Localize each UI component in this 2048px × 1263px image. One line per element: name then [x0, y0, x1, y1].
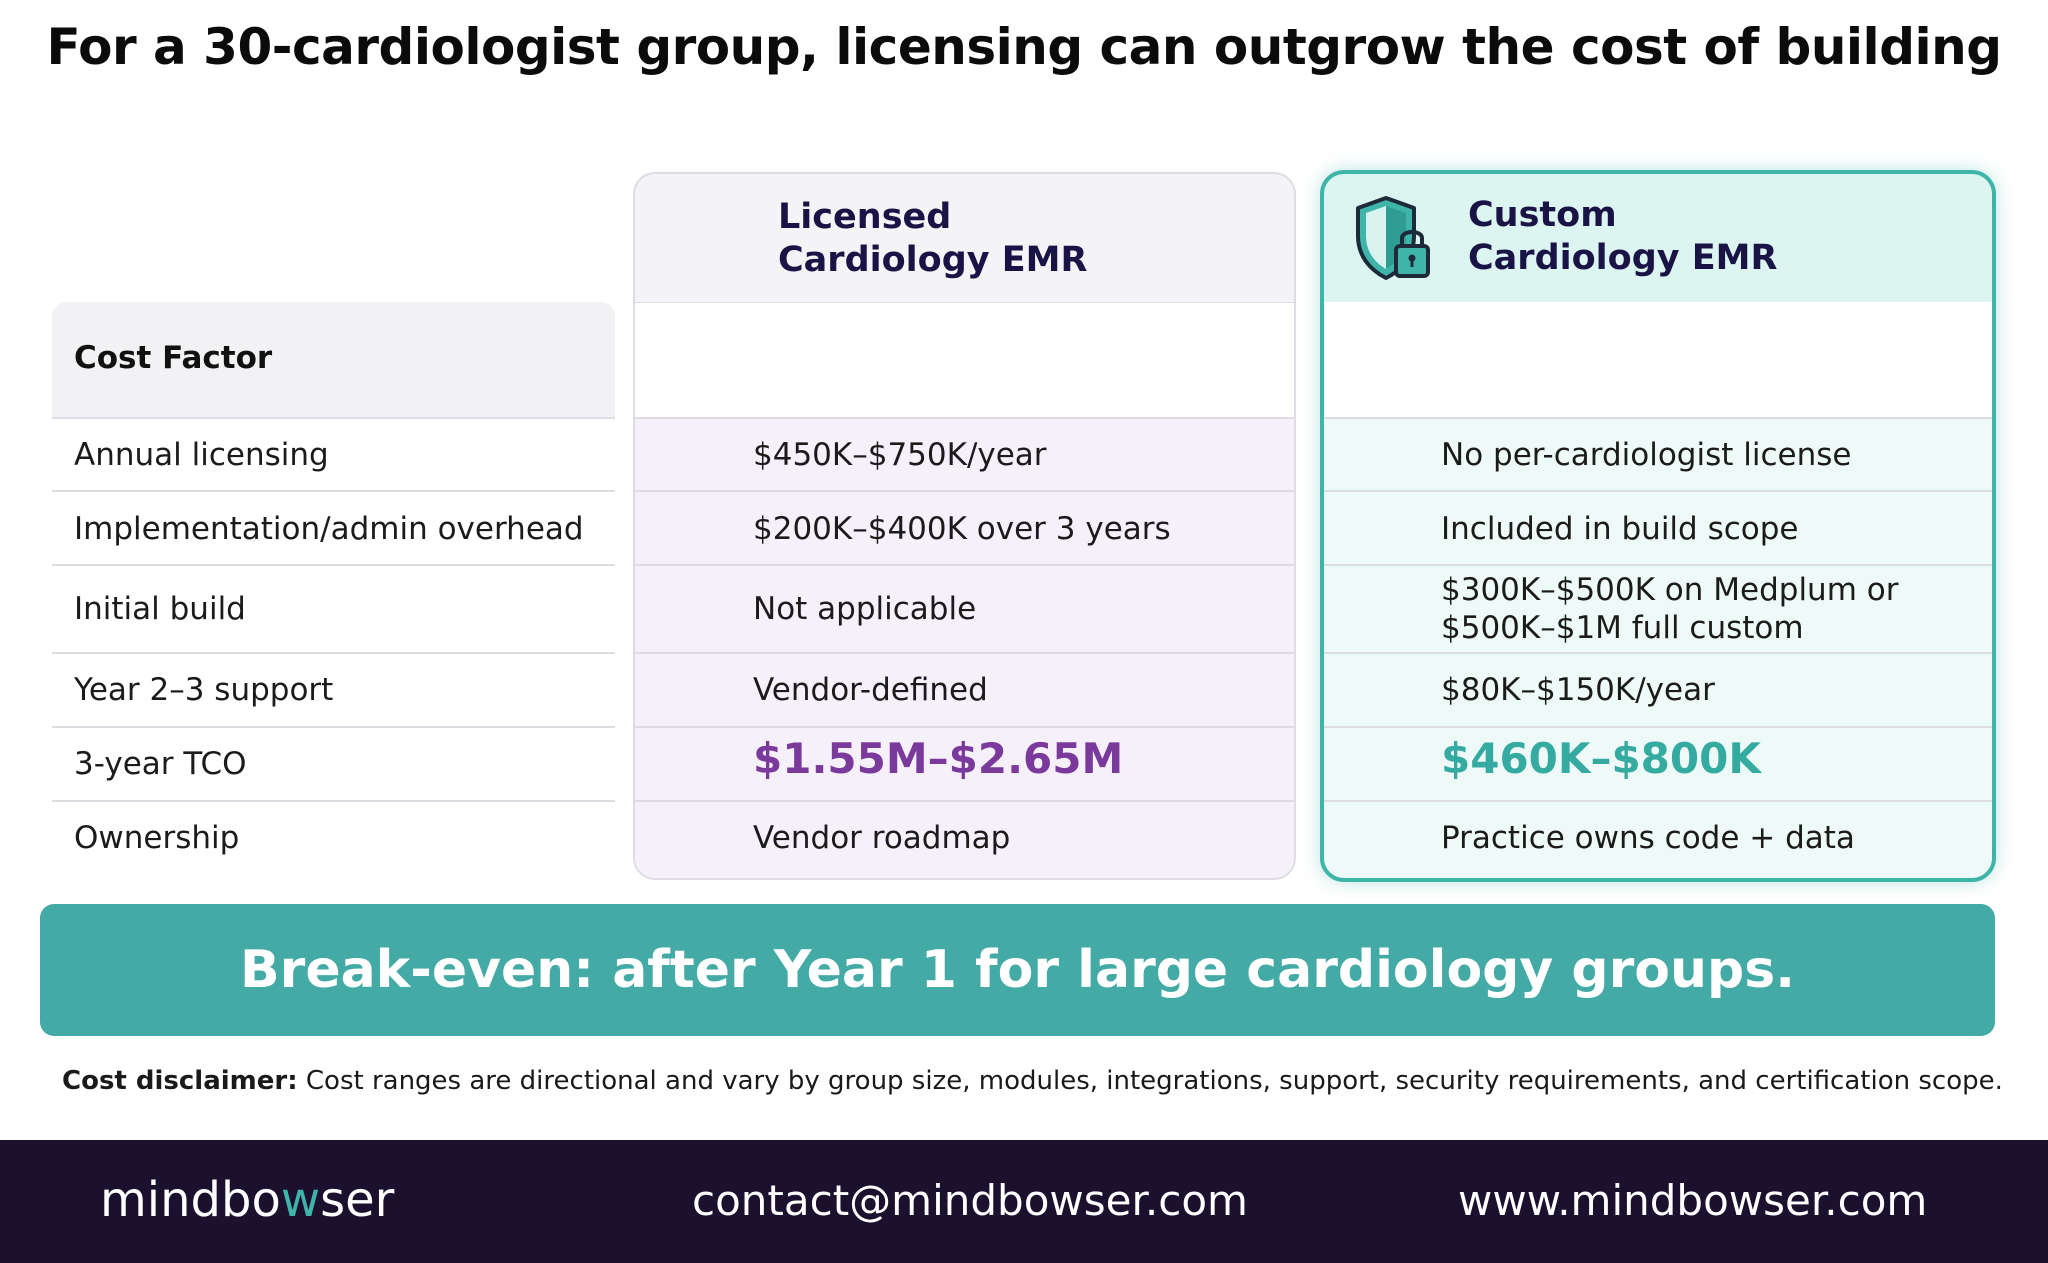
custom-ownership: Practice owns code + data: [1441, 820, 1855, 856]
row-divider: [1324, 490, 1992, 492]
row-divider: [52, 726, 615, 728]
row-divider: [1324, 800, 1992, 802]
custom-emr-header: Custom Cardiology EMR: [1322, 172, 1994, 302]
custom-initial-build-line1: $300K–$500K on Medplum or: [1441, 572, 1899, 608]
custom-header-line2: Cardiology EMR: [1468, 238, 1778, 278]
footer: mindbowser contact@mindbowser.com www.mi…: [0, 1140, 2048, 1263]
row-divider: [633, 726, 1296, 728]
cost-factor-label: Cost Factor: [74, 340, 273, 376]
contact-email-link[interactable]: contact@mindbowser.com: [692, 1176, 1248, 1225]
row-factor-annual-licensing: Annual licensing: [74, 437, 329, 473]
row-divider: [633, 417, 1296, 419]
licensed-annual-licensing: $450K–$750K/year: [753, 437, 1047, 473]
cost-disclaimer: Cost disclaimer: Cost ranges are directi…: [62, 1066, 2003, 1096]
row-divider: [1324, 564, 1992, 566]
break-even-banner: Break-even: after Year 1 for large cardi…: [40, 904, 1995, 1036]
row-divider: [52, 417, 615, 419]
custom-annual-licensing: No per-cardiologist license: [1441, 437, 1852, 473]
licensed-header-line1: Licensed: [778, 197, 952, 237]
shield-lock-icon: [1356, 196, 1430, 280]
mindbowser-logo: mindbowser: [100, 1172, 395, 1228]
row-divider: [52, 652, 615, 654]
row-factor-initial-build: Initial build: [74, 591, 246, 627]
custom-initial-build-line2: $500K–$1M full custom: [1441, 610, 1804, 646]
cost-factor-header: Cost Factor: [52, 302, 615, 418]
row-divider: [52, 800, 615, 802]
break-even-text: Break-even: after Year 1 for large cardi…: [240, 940, 1795, 1000]
licensed-emr-header: Licensed Cardiology EMR: [633, 172, 1296, 302]
licensed-ownership: Vendor roadmap: [753, 820, 1011, 856]
row-factor-tco: 3-year TCO: [74, 746, 247, 782]
row-divider: [1324, 417, 1992, 419]
row-divider: [52, 490, 615, 492]
row-factor-implementation: Implementation/admin overhead: [74, 511, 584, 547]
row-divider: [52, 564, 615, 566]
licensed-initial-build: Not applicable: [753, 591, 977, 627]
licensed-tco-value: $1.55M–$2.65M: [753, 734, 1124, 783]
row-divider: [633, 564, 1296, 566]
custom-tco-value: $460K–$800K: [1441, 734, 1761, 783]
row-factor-ownership: Ownership: [74, 820, 240, 856]
custom-column-highlight: [1320, 170, 1996, 882]
row-divider: [633, 800, 1296, 802]
licensed-support: Vendor-defined: [753, 672, 988, 708]
licensed-header-line2: Cardiology EMR: [778, 240, 1088, 280]
row-divider: [633, 490, 1296, 492]
row-divider: [1324, 652, 1992, 654]
website-link[interactable]: www.mindbowser.com: [1458, 1176, 1928, 1225]
custom-implementation: Included in build scope: [1441, 511, 1799, 547]
custom-support: $80K–$150K/year: [1441, 672, 1715, 708]
custom-header-line1: Custom: [1468, 195, 1617, 235]
page-title: For a 30-cardiologist group, licensing c…: [46, 18, 2002, 76]
disclaimer-text: Cost ranges are directional and vary by …: [297, 1066, 2003, 1096]
row-divider: [633, 652, 1296, 654]
disclaimer-label: Cost disclaimer:: [62, 1066, 298, 1096]
licensed-implementation: $200K–$400K over 3 years: [753, 511, 1171, 547]
row-factor-support: Year 2–3 support: [74, 672, 334, 708]
row-divider: [1324, 726, 1992, 728]
